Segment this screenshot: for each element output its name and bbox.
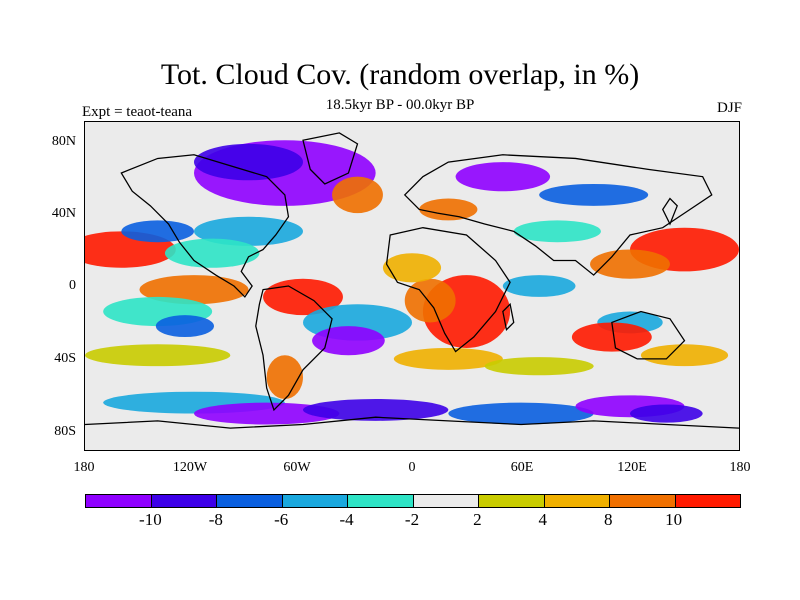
anomaly-region: [164, 238, 260, 268]
colorbar-swatch: [478, 495, 544, 507]
anomaly-region: [484, 357, 594, 376]
anomaly-region: [303, 398, 449, 421]
colorbar-label: 8: [603, 510, 613, 529]
anomaly-region: [194, 143, 303, 181]
lat-label-0: 0: [69, 278, 76, 293]
anomaly-region: [630, 404, 703, 423]
colorbar-label: 2: [473, 510, 482, 529]
lat-label-80n: 80N: [51, 134, 76, 149]
lon-label-60w: 60W: [283, 460, 311, 475]
anomaly-region: [332, 176, 383, 214]
lon-label-180-east: 180: [729, 460, 751, 475]
anomaly-region: [513, 220, 601, 243]
colorbar-label: 4: [538, 510, 548, 529]
colorbar-label: -6: [274, 510, 289, 529]
lat-label-40s: 40S: [54, 351, 76, 366]
anomaly-region: [194, 216, 303, 246]
colorbar-label: -10: [139, 510, 162, 529]
anomaly-region: [263, 278, 343, 316]
colorbar-label: -8: [208, 510, 223, 529]
anomaly-region: [382, 253, 442, 283]
anomaly-region: [539, 183, 649, 206]
anomaly-region: [419, 198, 478, 221]
colorbar-swatch: [609, 495, 675, 507]
colorbar-swatch: [86, 495, 151, 507]
colorbar-swatch: [674, 495, 740, 507]
coastline-north-america: [120, 154, 290, 298]
coastline-antarctica: [85, 416, 739, 429]
coastline-south-america: [255, 285, 333, 412]
anomaly-region: [502, 275, 576, 297]
anomaly-region: [266, 355, 303, 399]
colorbar-swatch: [543, 495, 609, 507]
lon-label-120w: 120W: [172, 460, 208, 475]
lon-label-120e: 120E: [617, 460, 647, 475]
cloud-cover-field: [85, 122, 739, 450]
colorbar-swatch: [150, 495, 216, 507]
colorbar-swatch: [347, 495, 413, 507]
lon-label-60e: 60E: [510, 460, 534, 475]
colorbar-swatch: [412, 495, 478, 507]
coastline-greenland: [302, 132, 359, 185]
coastline-australia: [611, 310, 686, 360]
map-title: Tot. Cloud Cov. (random overlap, in %): [160, 58, 640, 91]
anomaly-region: [139, 275, 249, 305]
coastline-africa: [385, 227, 511, 353]
anomaly-region: [312, 326, 385, 356]
colorbar-label: -4: [339, 510, 354, 529]
colorbar: [85, 494, 741, 508]
anomaly-region: [155, 315, 214, 338]
anomaly-region: [640, 344, 729, 367]
anomaly-region: [448, 402, 594, 425]
experiment-label: Expt = teaot-teana: [82, 104, 193, 120]
lat-label-80s: 80S: [54, 424, 76, 439]
lon-label-180-west: 180: [73, 460, 95, 475]
colorbar-label: -2: [404, 510, 420, 529]
colorbar-swatch: [216, 495, 282, 507]
anomaly-region: [404, 278, 456, 323]
anomaly-region: [121, 220, 194, 243]
anomaly-region: [455, 162, 551, 192]
anomaly-region: [194, 402, 340, 425]
anomaly-region: [590, 249, 670, 279]
map-subtitle: 18.5kyr BP - 00.0kyr BP: [325, 97, 475, 113]
coastline-japan: [661, 197, 678, 226]
season-label: DJF: [716, 100, 742, 116]
anomaly-region: [393, 347, 503, 370]
anomaly-region: [571, 322, 652, 352]
colorbar-label: 10: [665, 510, 683, 529]
colorbar-swatch: [281, 495, 347, 507]
lon-label-0: 0: [408, 460, 416, 475]
anomaly-region: [85, 344, 231, 367]
coastline-eurasia: [403, 154, 713, 276]
coastline-madagascar: [502, 302, 515, 332]
lat-label-40n: 40N: [51, 206, 76, 221]
map-panel: [84, 121, 740, 451]
